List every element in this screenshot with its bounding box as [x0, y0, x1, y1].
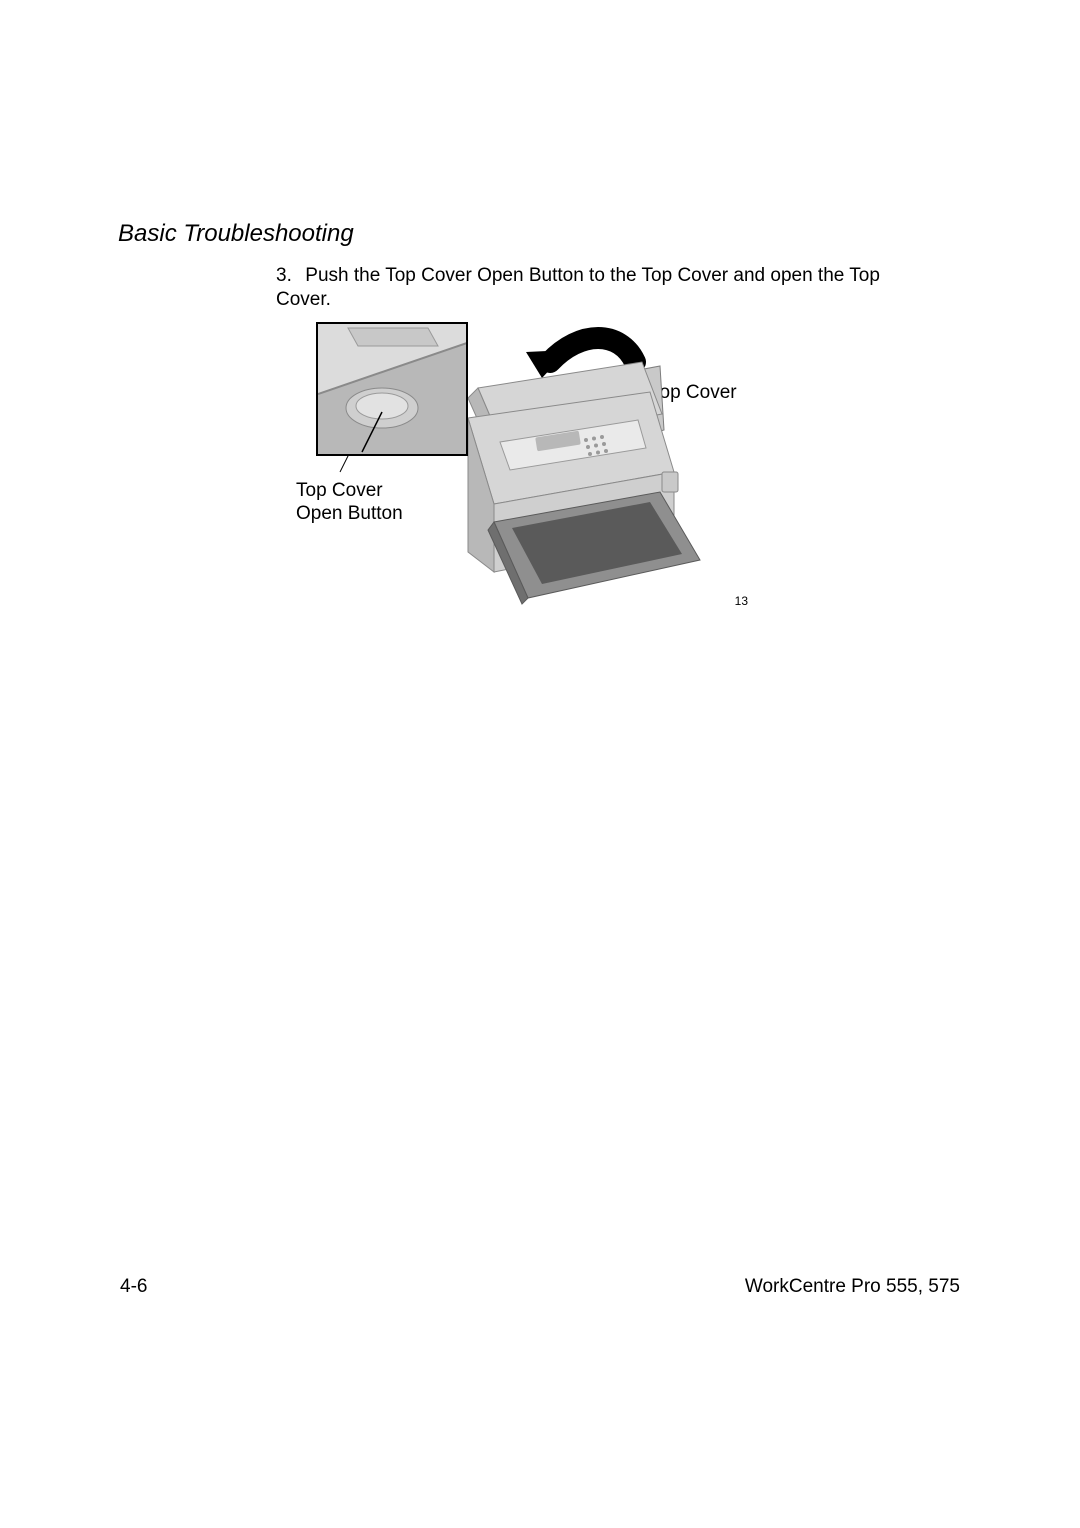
- figure-area: 13: [290, 322, 750, 612]
- page-number: 4-6: [120, 1276, 147, 1298]
- document-page: Basic Troubleshooting 3. Push the Top Co…: [0, 0, 1080, 1528]
- inset-illustration: [318, 324, 468, 456]
- step-3: 3. Push the Top Cover Open Button to the…: [276, 264, 926, 312]
- figure-number: 13: [735, 594, 748, 608]
- section-title: Basic Troubleshooting: [118, 220, 354, 248]
- inset-frame: [316, 322, 468, 456]
- step-number: 3.: [276, 264, 300, 288]
- product-name: WorkCentre Pro 555, 575: [745, 1276, 960, 1298]
- step-text: Push the Top Cover Open Button to the To…: [276, 265, 880, 310]
